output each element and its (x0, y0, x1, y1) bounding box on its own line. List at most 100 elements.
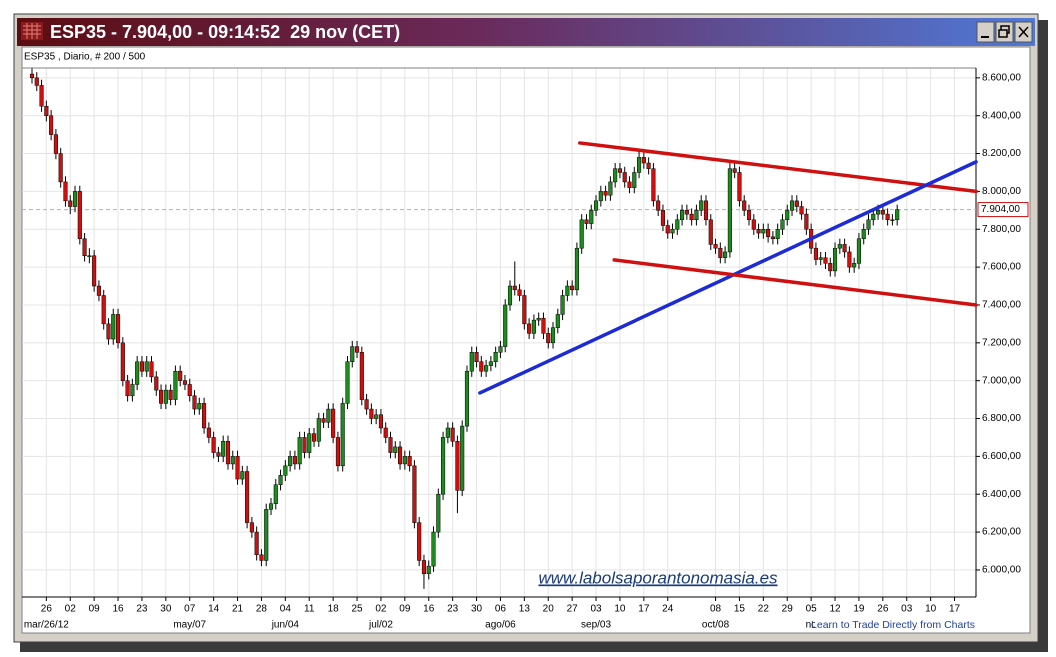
y-tick-label: 7.800,00 (982, 224, 1021, 235)
candle-body (259, 554, 264, 561)
candle-body (436, 493, 441, 533)
candle-body (359, 352, 364, 400)
month-label: jun/04 (271, 620, 300, 631)
candle-body (479, 361, 484, 372)
candle-body (579, 219, 584, 249)
candle-body (560, 295, 565, 315)
candle-body (364, 399, 369, 410)
candle-body (876, 210, 881, 215)
x-tick-label: 09 (89, 604, 101, 615)
x-tick-label: 16 (423, 604, 435, 615)
attribution-bg (815, 617, 975, 632)
candle-body (111, 314, 116, 340)
y-tick-label: 7.000,00 (982, 375, 1021, 386)
plot: 6.000,00 6.200,00 6.400,00 6.600,00 6.800,00… (22, 67, 1029, 632)
candle-body (87, 255, 92, 258)
candle-body (388, 437, 393, 453)
candle-body (737, 172, 742, 202)
trend-line (578, 141, 978, 194)
x-tick-label: 15 (734, 604, 746, 615)
candle-body (225, 440, 231, 465)
candle-body (880, 210, 885, 215)
x-tick-label: 03 (901, 604, 913, 615)
restore-button[interactable] (995, 21, 1014, 43)
candle-body (464, 370, 470, 427)
candle-body (211, 437, 216, 453)
x-tick-label: 11 (304, 604, 315, 615)
candle-body (756, 229, 761, 234)
candle-body (637, 157, 642, 173)
candle-body (268, 503, 274, 510)
candle-body (512, 285, 517, 291)
chart-panel (21, 46, 1031, 634)
candle-body (727, 168, 732, 253)
candle-body (852, 263, 857, 268)
x-tick-label: 23 (447, 604, 459, 615)
candle-body (799, 206, 804, 215)
candle-body (63, 181, 68, 202)
candle-body (159, 389, 164, 404)
candle-body (321, 418, 326, 423)
candle-body (641, 157, 646, 164)
candle-body (732, 168, 737, 173)
candle-body (39, 85, 44, 107)
candle-body (302, 437, 307, 453)
candle-body (527, 323, 532, 334)
candle-body (890, 219, 895, 222)
candle-body (675, 219, 680, 230)
candle-body (861, 229, 866, 239)
candle-body (660, 210, 666, 226)
candle-body (670, 229, 675, 234)
candle-body (632, 172, 637, 188)
candle-body (354, 346, 360, 353)
x-tick-label: 04 (280, 604, 292, 615)
candle-body (550, 327, 556, 344)
candle-body (369, 408, 374, 419)
candle-body (182, 380, 188, 385)
candle-body (751, 219, 756, 230)
y-tick-label: 7.200,00 (982, 337, 1021, 348)
candle-body (412, 465, 417, 523)
candle-body (718, 247, 723, 258)
candle-body (761, 229, 766, 234)
watermark: www.labolsaporantonomasia.es (538, 568, 778, 587)
candle-body (823, 257, 828, 264)
candle-body (503, 304, 508, 347)
x-tick-label: 20 (543, 604, 555, 615)
x-tick-label: 26 (41, 604, 53, 615)
x-tick-label: 19 (853, 604, 865, 615)
title-bar (17, 18, 1035, 46)
candle-body (689, 213, 694, 221)
app-icon (21, 22, 43, 40)
candle-body (335, 437, 340, 467)
candle-body (34, 77, 39, 86)
candle-body (115, 314, 121, 344)
candle-body (598, 191, 603, 202)
minimize-button[interactable] (976, 21, 995, 43)
candle-body (345, 361, 350, 404)
candle-body (474, 352, 479, 362)
x-tick-label: 26 (877, 604, 889, 615)
candle-body (450, 427, 455, 442)
window-title: ESP35 - 7.904,00 - 09:14:52 29 nov (CET) (50, 22, 400, 42)
candle-body (398, 446, 403, 465)
candle-body (522, 295, 527, 325)
month-label: sep/03 (581, 620, 611, 631)
candle-body (53, 134, 58, 154)
x-tick-label: 30 (471, 604, 483, 615)
candle-body (713, 244, 718, 249)
candle-body (589, 210, 594, 224)
candle-body (847, 251, 852, 268)
candle-body (832, 247, 838, 272)
last-price-label: 7.904,00 (981, 204, 1020, 215)
month-label: mar/26/12 (24, 620, 69, 631)
close-button[interactable] (1014, 21, 1033, 43)
candle-body (584, 219, 589, 224)
candle-body (460, 425, 465, 491)
candle-body (723, 251, 728, 258)
candle-body (775, 229, 780, 239)
x-tick-label: 10 (614, 604, 626, 615)
candle-body (139, 361, 144, 372)
